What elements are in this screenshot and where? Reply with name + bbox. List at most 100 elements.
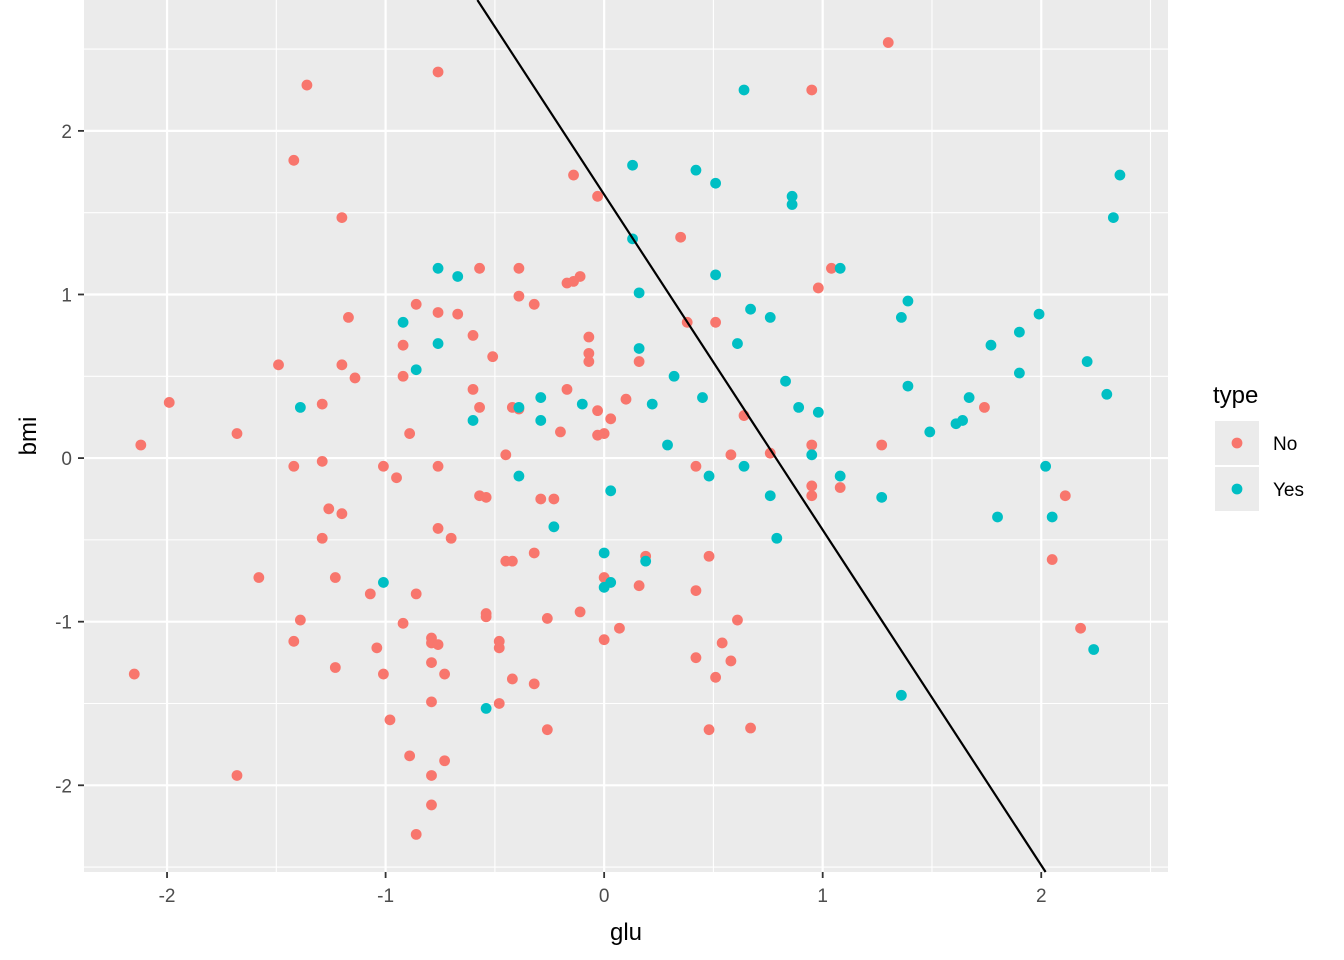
- data-point: [725, 449, 737, 461]
- x-tick-label: 0: [599, 886, 610, 907]
- data-point: [598, 428, 610, 439]
- legend-title: type: [1213, 382, 1258, 409]
- data-point: [506, 673, 518, 685]
- data-point: [675, 231, 687, 243]
- data-point: [690, 164, 702, 176]
- data-point: [294, 614, 306, 626]
- data-point: [902, 295, 914, 307]
- data-point: [690, 652, 702, 664]
- data-point: [349, 372, 361, 384]
- data-point: [598, 634, 610, 646]
- data-point: [404, 428, 416, 439]
- data-point: [391, 472, 402, 484]
- data-point: [834, 470, 846, 482]
- data-point: [963, 392, 975, 403]
- data-point: [336, 359, 348, 371]
- data-point: [432, 338, 444, 349]
- legend: type No Yes: [1213, 382, 1304, 511]
- series-yes: [294, 84, 1126, 714]
- data-point: [493, 642, 505, 654]
- data-point: [690, 585, 702, 597]
- data-point: [592, 190, 603, 202]
- x-tick-label: 2: [1036, 886, 1047, 907]
- data-point: [397, 370, 409, 382]
- data-point: [979, 401, 990, 413]
- data-point: [541, 613, 553, 624]
- data-point: [474, 262, 485, 274]
- data-point: [786, 190, 798, 202]
- data-point: [1040, 460, 1052, 472]
- data-point: [135, 439, 147, 451]
- data-point: [598, 547, 610, 559]
- data-point: [876, 491, 888, 503]
- data-point: [329, 572, 341, 583]
- data-point: [513, 290, 525, 302]
- data-point: [487, 351, 499, 363]
- data-point: [397, 339, 409, 351]
- data-point: [329, 662, 341, 673]
- data-point: [343, 311, 354, 323]
- data-point: [834, 262, 846, 274]
- data-point: [288, 635, 300, 647]
- data-point: [605, 485, 617, 497]
- data-point: [432, 460, 444, 472]
- data-point: [627, 159, 638, 171]
- data-point: [812, 406, 824, 418]
- data-point: [646, 398, 658, 410]
- data-point: [710, 269, 722, 281]
- data-point: [1114, 169, 1126, 181]
- data-point: [902, 380, 914, 392]
- data-point: [561, 383, 573, 395]
- y-tick-label: -1: [55, 613, 72, 634]
- data-point: [163, 397, 175, 408]
- data-point: [1107, 212, 1119, 223]
- data-point: [426, 696, 437, 708]
- data-point: [474, 401, 485, 413]
- legend-key-dot: [1231, 437, 1243, 449]
- data-point: [231, 428, 243, 439]
- data-point: [633, 287, 645, 299]
- x-tick-label: -2: [159, 886, 176, 907]
- data-point: [583, 356, 595, 367]
- data-point: [834, 482, 846, 493]
- data-point: [697, 392, 708, 403]
- data-point: [548, 521, 560, 533]
- data-point: [620, 393, 632, 405]
- legend-label: No: [1273, 434, 1297, 455]
- data-point: [793, 401, 805, 413]
- data-point: [378, 460, 389, 472]
- data-point: [432, 262, 444, 274]
- data-point: [1013, 367, 1025, 379]
- legend-entry-yes: Yes: [1215, 467, 1304, 511]
- data-point: [764, 490, 776, 502]
- data-point: [410, 588, 422, 600]
- data-point: [336, 212, 348, 223]
- data-point: [1059, 490, 1071, 502]
- data-point: [1081, 356, 1093, 367]
- data-point: [710, 177, 722, 189]
- data-point: [364, 588, 376, 600]
- y-tick-label: 1: [61, 285, 72, 306]
- data-point: [316, 455, 328, 467]
- data-point: [410, 298, 422, 310]
- y-tick-label: 2: [61, 122, 72, 143]
- data-point: [738, 460, 750, 472]
- data-point: [480, 491, 492, 503]
- data-point: [432, 307, 444, 318]
- data-point: [764, 447, 776, 459]
- data-point: [535, 493, 547, 505]
- data-point: [426, 770, 437, 781]
- data-point: [439, 755, 451, 767]
- data-point: [500, 449, 512, 461]
- x-tick-label: 1: [817, 886, 828, 907]
- data-point: [301, 79, 313, 91]
- y-tick-label: -2: [55, 776, 72, 797]
- data-point: [1046, 554, 1058, 565]
- data-point: [294, 401, 306, 413]
- data-point: [806, 490, 818, 502]
- data-point: [716, 637, 728, 649]
- data-point: [633, 343, 645, 354]
- data-point: [576, 398, 588, 410]
- data-point: [535, 415, 547, 426]
- data-point: [316, 398, 328, 410]
